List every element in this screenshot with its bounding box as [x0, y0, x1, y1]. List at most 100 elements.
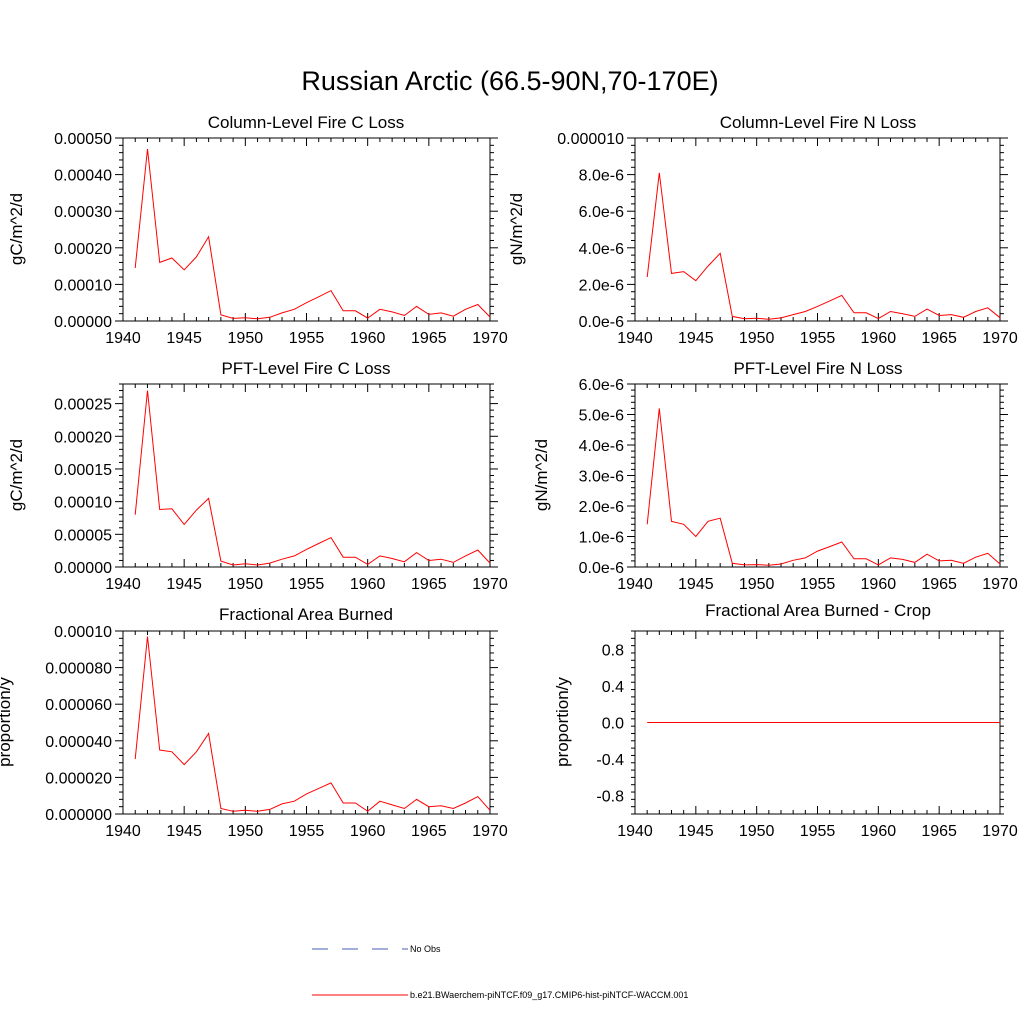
- y-axis-label: gN/m^2/d: [507, 193, 526, 265]
- figure-title: Russian Arctic (66.5-90N,70-170E): [301, 66, 718, 96]
- plot-frame: [122, 383, 491, 568]
- y-tick-label: 8.0e-6: [579, 168, 624, 185]
- x-tick-label: 1970: [982, 330, 1018, 347]
- y-tick-label: 6.0e-6: [579, 204, 624, 221]
- panel-title: Column-Level Fire N Loss: [720, 113, 917, 132]
- y-tick-label: -0.4: [596, 752, 624, 769]
- x-tick-label: 1955: [289, 576, 325, 593]
- plot-area: 1940 1945 1950 1955 1960 1965 1970 0.000000 0.00…: [45, 624, 508, 840]
- legend-model-label: b.e21.BWaerchem-piNTCF.f09_g17.CMIP6-his…: [410, 990, 688, 1000]
- plot-area: 1940 1945 1950 1955 1960 1965 1970 0.00000 0.000…: [54, 131, 508, 347]
- y-tick-label: 0.000020: [45, 770, 112, 787]
- x-tick-label: 1945: [678, 576, 714, 593]
- y-tick-label: 6.0e-6: [579, 377, 624, 394]
- x-tick-label: 1965: [921, 823, 957, 840]
- x-tick-label: 1955: [800, 330, 836, 347]
- y-tick-label: 0.00000: [54, 560, 112, 577]
- y-tick-label: 0.00020: [54, 241, 112, 258]
- x-tick-label: 1960: [350, 823, 386, 840]
- y-axis-label: gC/m^2/d: [7, 439, 26, 511]
- x-tick-label: 1945: [678, 823, 714, 840]
- y-tick-label: 0.0e-6: [579, 560, 624, 577]
- series-line: [134, 148, 491, 320]
- x-tick-label: 1950: [228, 330, 264, 347]
- y-tick-label: 0.000080: [45, 661, 112, 678]
- x-tick-label: 1950: [739, 330, 775, 347]
- x-tick-label: 1960: [350, 576, 386, 593]
- x-tick-label: 1965: [921, 576, 957, 593]
- y-tick-label: 0.8: [602, 642, 624, 659]
- y-axis-label: gC/m^2/d: [7, 193, 26, 265]
- y-tick-label: 0.00000: [54, 314, 112, 331]
- y-tick-label: 0.00020: [54, 429, 112, 446]
- legend: No Obs b.e21.BWaerchem-piNTCF.f09_g17.CM…: [312, 944, 688, 1000]
- y-tick-label: 0.00050: [54, 131, 112, 148]
- y-tick-label: 0.00025: [54, 397, 112, 414]
- y-tick-label: 0.00010: [54, 277, 112, 294]
- x-tick-label: 1955: [800, 576, 836, 593]
- x-tick-label: 1970: [472, 576, 508, 593]
- y-tick-label: 2.0e-6: [579, 277, 624, 294]
- series-line: [646, 172, 1001, 320]
- y-tick-label: -0.8: [596, 789, 624, 806]
- y-axis-label: gN/m^2/d: [532, 439, 551, 511]
- y-tick-label: 0.000040: [45, 734, 112, 751]
- y-tick-label: 4.0e-6: [579, 438, 624, 455]
- panel-column-fire-n-loss: Column-Level Fire N Loss gN/m^2/d 1940 19…: [507, 113, 1018, 347]
- y-tick-label: 3.0e-6: [579, 469, 624, 486]
- x-tick-label: 1940: [105, 576, 141, 593]
- plot-area: 1940 1945 1950 1955 1960 1965 1970 -0.8 -0.4 0.0 0…: [596, 630, 1018, 840]
- x-tick-label: 1950: [739, 823, 775, 840]
- x-tick-label: 1940: [617, 330, 653, 347]
- x-tick-label: 1945: [166, 576, 202, 593]
- x-tick-label: 1965: [411, 576, 447, 593]
- x-tick-label: 1970: [472, 330, 508, 347]
- panel-fractional-area-burned: Fractional Area Burned proportion/y 1940…: [0, 605, 508, 840]
- plot-area: 1940 1945 1950 1955 1960 1965 1970 0.00000 0.000…: [54, 383, 508, 593]
- panel-pft-fire-c-loss: PFT-Level Fire C Loss gC/m^2/d 1940 1945 1…: [7, 359, 508, 593]
- x-tick-label: 1945: [166, 330, 202, 347]
- x-tick-label: 1950: [228, 823, 264, 840]
- x-tick-label: 1970: [982, 576, 1018, 593]
- x-tick-label: 1960: [350, 330, 386, 347]
- x-tick-label: 1945: [166, 823, 202, 840]
- plot-frame: [122, 630, 491, 815]
- x-tick-label: 1955: [800, 823, 836, 840]
- y-tick-label: 0.00005: [54, 527, 112, 544]
- x-tick-label: 1960: [861, 823, 897, 840]
- y-tick-label: 0.4: [602, 679, 624, 696]
- panel-pft-fire-n-loss: PFT-Level Fire N Loss gN/m^2/d 1940 1945 1…: [532, 359, 1018, 593]
- y-axis-label: proportion/y: [0, 677, 14, 767]
- x-tick-label: 1945: [678, 330, 714, 347]
- x-tick-label: 1970: [982, 823, 1018, 840]
- x-tick-label: 1965: [411, 823, 447, 840]
- panel-title: PFT-Level Fire N Loss: [733, 359, 902, 378]
- x-tick-label: 1940: [617, 576, 653, 593]
- y-tick-label: 2.0e-6: [579, 499, 624, 516]
- y-tick-label: 0.00030: [54, 204, 112, 221]
- y-tick-label: 0.00010: [54, 624, 112, 641]
- x-tick-label: 1940: [105, 823, 141, 840]
- y-tick-label: 0.000000: [45, 807, 112, 824]
- x-tick-label: 1940: [105, 330, 141, 347]
- x-tick-label: 1965: [411, 330, 447, 347]
- series-line: [646, 408, 1001, 566]
- y-tick-label: 1.0e-6: [579, 530, 624, 547]
- x-tick-label: 1960: [861, 330, 897, 347]
- series-line: [134, 390, 491, 566]
- panel-title: Column-Level Fire C Loss: [208, 113, 405, 132]
- x-tick-label: 1970: [472, 823, 508, 840]
- x-tick-label: 1940: [617, 823, 653, 840]
- x-tick-label: 1955: [289, 823, 325, 840]
- plot-frame: [634, 383, 1001, 568]
- y-tick-label: 0.000010: [557, 131, 624, 148]
- y-tick-label: 5.0e-6: [579, 408, 624, 425]
- y-tick-label: 0.00040: [54, 168, 112, 185]
- x-tick-label: 1965: [921, 330, 957, 347]
- y-tick-label: 0.0: [602, 716, 624, 733]
- y-axis-label: proportion/y: [553, 677, 572, 767]
- y-tick-label: 0.00010: [54, 495, 112, 512]
- x-tick-label: 1950: [228, 576, 264, 593]
- plot-area: 1940 1945 1950 1955 1960 1965 1970 0.0e-6 1.0e-6…: [579, 377, 1018, 593]
